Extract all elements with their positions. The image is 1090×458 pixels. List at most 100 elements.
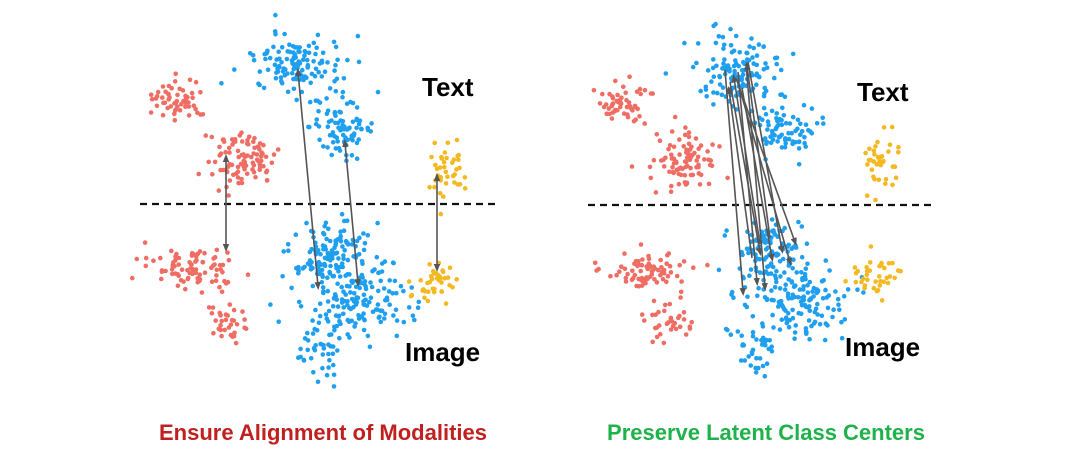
red-image-point: [220, 262, 226, 268]
yellow-text-point: [893, 175, 899, 181]
blue-image-point: [341, 305, 347, 310]
yellow-text-point: [872, 176, 877, 182]
red-text-point: [642, 121, 647, 126]
blue-text-point: [740, 72, 746, 77]
blue-text-point: [772, 132, 777, 138]
blue-text-point: [768, 134, 773, 139]
blue-text-point: [291, 76, 296, 82]
blue-image-point: [322, 263, 328, 269]
blue-text-point: [287, 42, 292, 47]
yellow-text-point: [876, 177, 882, 183]
blue-image-point: [320, 285, 326, 290]
red-image-point: [185, 275, 191, 281]
red-image-point: [670, 323, 676, 329]
red-image-point: [622, 251, 627, 256]
blue-image-point: [298, 304, 304, 309]
blue-image-point: [772, 273, 778, 279]
red-text-point: [253, 174, 258, 180]
blue-image-point: [382, 311, 388, 317]
blue-image-point: [762, 339, 768, 345]
yellow-text-point: [441, 194, 446, 199]
blue-image-point: [742, 302, 748, 308]
blue-image-point: [330, 274, 336, 279]
red-image-point: [202, 270, 208, 276]
blue-image-point: [740, 252, 745, 258]
red-text-point: [249, 154, 254, 160]
blue-text-point: [315, 32, 321, 38]
blue-text-point: [779, 145, 785, 150]
red-image-point: [645, 266, 650, 272]
red-text-point: [637, 114, 642, 119]
blue-image-point: [822, 337, 828, 343]
red-text-point: [683, 125, 688, 130]
blue-image-point: [387, 302, 393, 308]
blue-text-point: [762, 136, 768, 141]
red-text-point: [653, 190, 659, 195]
red-text-point: [657, 138, 663, 143]
yellow-text-point: [871, 148, 877, 154]
blue-text-point: [219, 81, 224, 86]
blue-image-point: [390, 291, 395, 296]
blue-image-point: [379, 308, 385, 314]
blue-text-point: [754, 53, 760, 58]
blue-image-point: [839, 335, 845, 341]
blue-image-point: [321, 232, 327, 237]
red-text-point: [629, 164, 635, 169]
red-text-point: [647, 164, 653, 170]
blue-image-point: [310, 331, 316, 336]
red-image-point: [656, 323, 662, 328]
red-text-point: [223, 149, 228, 155]
blue-image-point: [760, 335, 766, 341]
yellow-text-point: [865, 162, 870, 167]
blue-text-point: [787, 121, 793, 126]
blue-image-point: [768, 261, 774, 266]
red-text-point: [149, 96, 155, 102]
blue-image-point: [384, 295, 390, 301]
red-text-point: [669, 152, 674, 158]
red-image-point: [661, 271, 667, 276]
right-caption: Preserve Latent Class Centers: [607, 420, 925, 445]
right-panel: Text Image: [588, 21, 932, 379]
blue-image-point: [323, 312, 329, 317]
blue-text-point: [722, 57, 727, 62]
red-text-point: [216, 188, 222, 193]
red-image-point: [223, 317, 229, 323]
red-text-point: [257, 147, 262, 152]
red-text-point: [717, 144, 722, 149]
blue-text-point: [756, 42, 762, 47]
blue-image-point: [792, 330, 798, 335]
blue-text-point: [795, 126, 800, 132]
blue-image-point: [338, 229, 343, 234]
blue-text-point: [282, 73, 288, 78]
yellow-text-point: [890, 182, 895, 188]
blue-image-point: [317, 301, 323, 307]
blue-image-point: [301, 358, 307, 363]
blue-image-point: [367, 344, 373, 350]
blue-text-point: [761, 93, 767, 99]
blue-image-point: [394, 318, 400, 323]
blue-text-point: [306, 50, 312, 56]
blue-text-point: [809, 131, 815, 136]
red-text-point: [682, 132, 688, 138]
blue-text-point: [304, 75, 309, 80]
yellow-image-point: [426, 289, 431, 295]
blue-image-point: [739, 333, 744, 339]
red-text-point: [654, 132, 660, 137]
yellow-text-point: [872, 152, 877, 157]
blue-image-point: [729, 292, 734, 297]
blue-image-point: [790, 307, 795, 313]
blue-text-point: [354, 125, 359, 131]
blue-text-point: [278, 75, 284, 80]
red-image-point: [159, 276, 164, 282]
blue-image-point: [368, 280, 373, 285]
red-image-point: [655, 267, 661, 273]
blue-text-point: [341, 76, 347, 81]
red-image-point: [662, 302, 668, 308]
red-text-point: [200, 112, 206, 117]
red-text-point: [189, 90, 195, 96]
red-text-point: [166, 91, 171, 97]
red-image-point: [656, 309, 661, 315]
red-text-point: [243, 163, 249, 168]
blue-image-point: [309, 259, 314, 265]
red-text-point: [661, 157, 666, 163]
